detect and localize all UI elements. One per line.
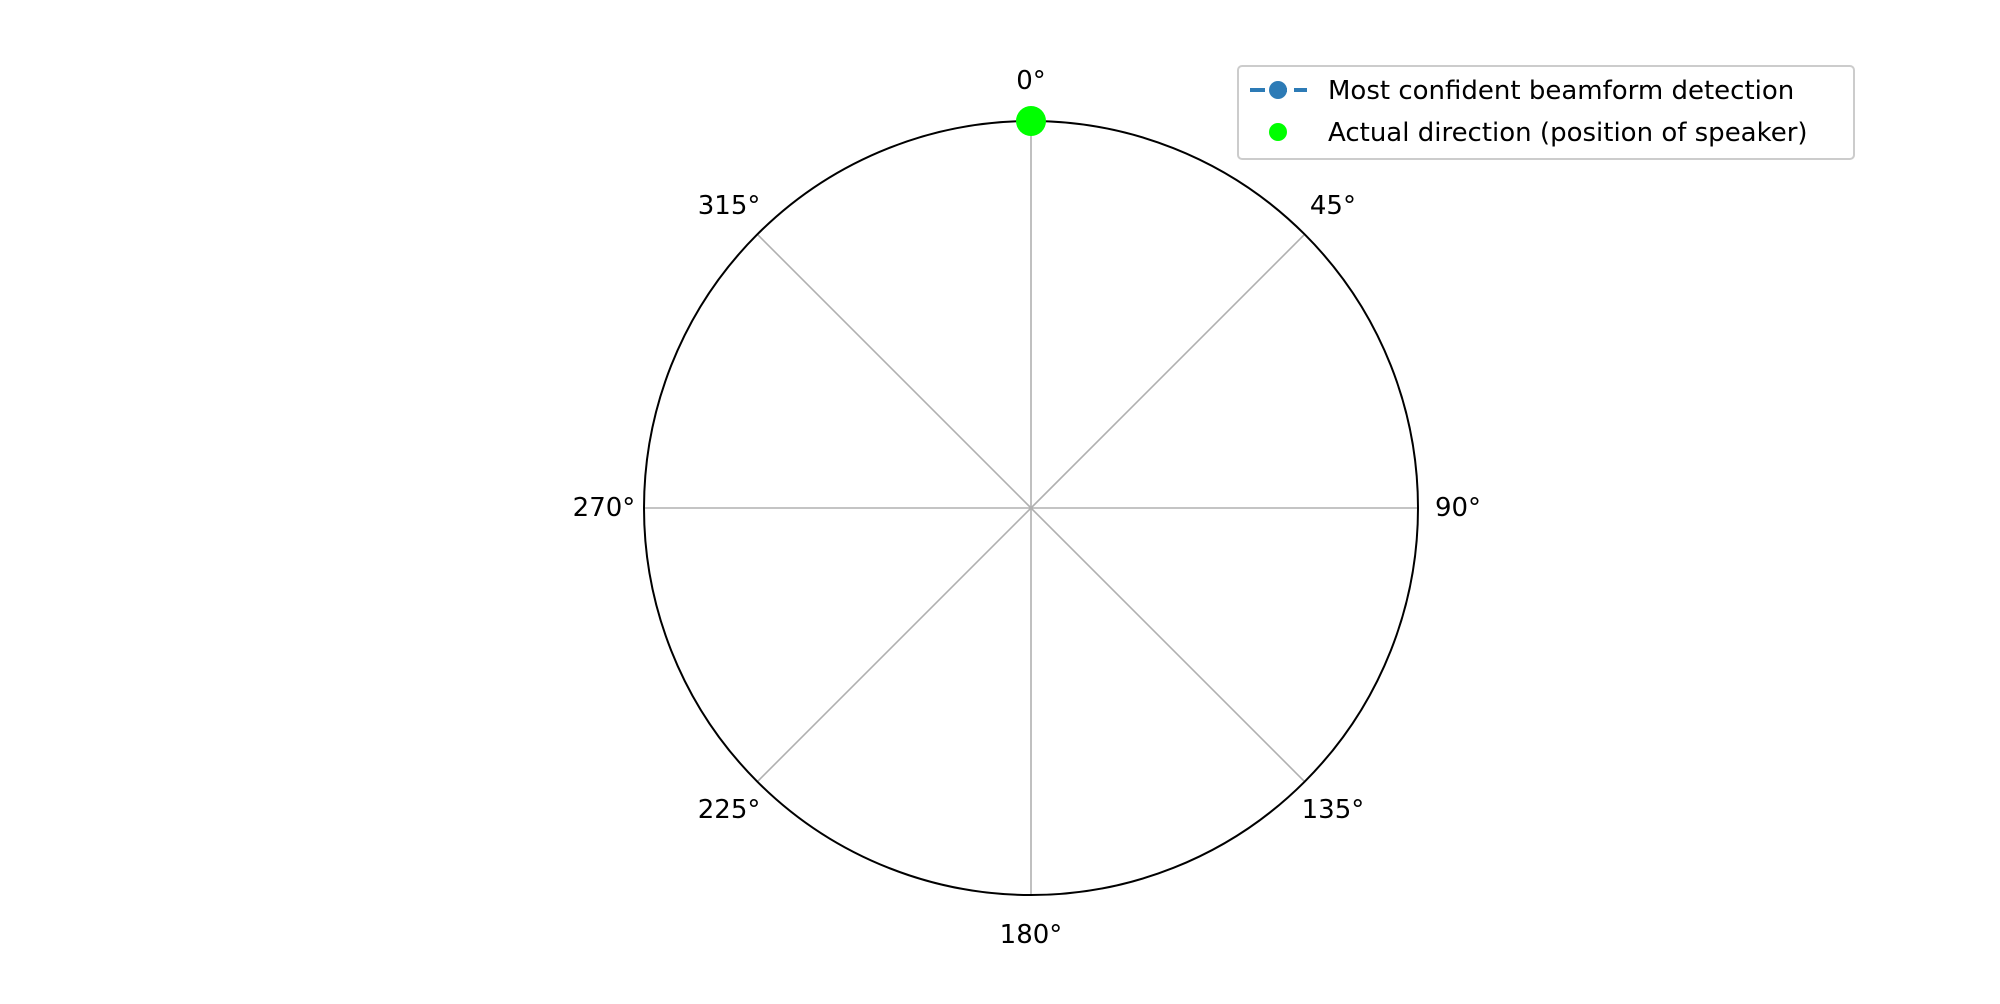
grid-spoke-315 [756,233,1032,509]
legend-entry-actual-direction: Actual direction (position of speaker) [1269,118,1808,148]
legend-entry-beamform: Most confident beamform detection [1250,76,1794,106]
legend-marker-actual-direction [1269,123,1287,141]
angular-tick-label-135: 135° [1302,795,1365,825]
legend-label-actual-direction: Actual direction (position of speaker) [1328,118,1808,148]
legend: Most confident beamform detection Actual… [1237,65,1855,160]
angular-tick-label-45: 45° [1310,191,1356,221]
angular-tick-label-270: 270° [573,493,636,523]
angular-tick-label-315: 315° [698,191,761,221]
angular-tick-label-0: 0° [1016,66,1046,96]
grid-spoke-45 [1030,233,1306,509]
grid-spoke-135 [1030,507,1306,783]
series-1-point-0 [1016,106,1046,136]
angular-tick-labels: 0° 45° 90° 135° 180° 225° 270° 315° [573,66,1481,950]
grid-spoke-225 [756,507,1032,783]
legend-marker-beamform [1269,81,1287,99]
angular-tick-label-180: 180° [1000,920,1063,950]
legend-box [1237,65,1855,160]
legend-label-beamform: Most confident beamform detection [1328,76,1794,106]
data-series [1016,106,1046,136]
angular-tick-label-90: 90° [1435,493,1481,523]
angular-tick-label-225: 225° [698,795,761,825]
polar-grid [644,121,1418,895]
